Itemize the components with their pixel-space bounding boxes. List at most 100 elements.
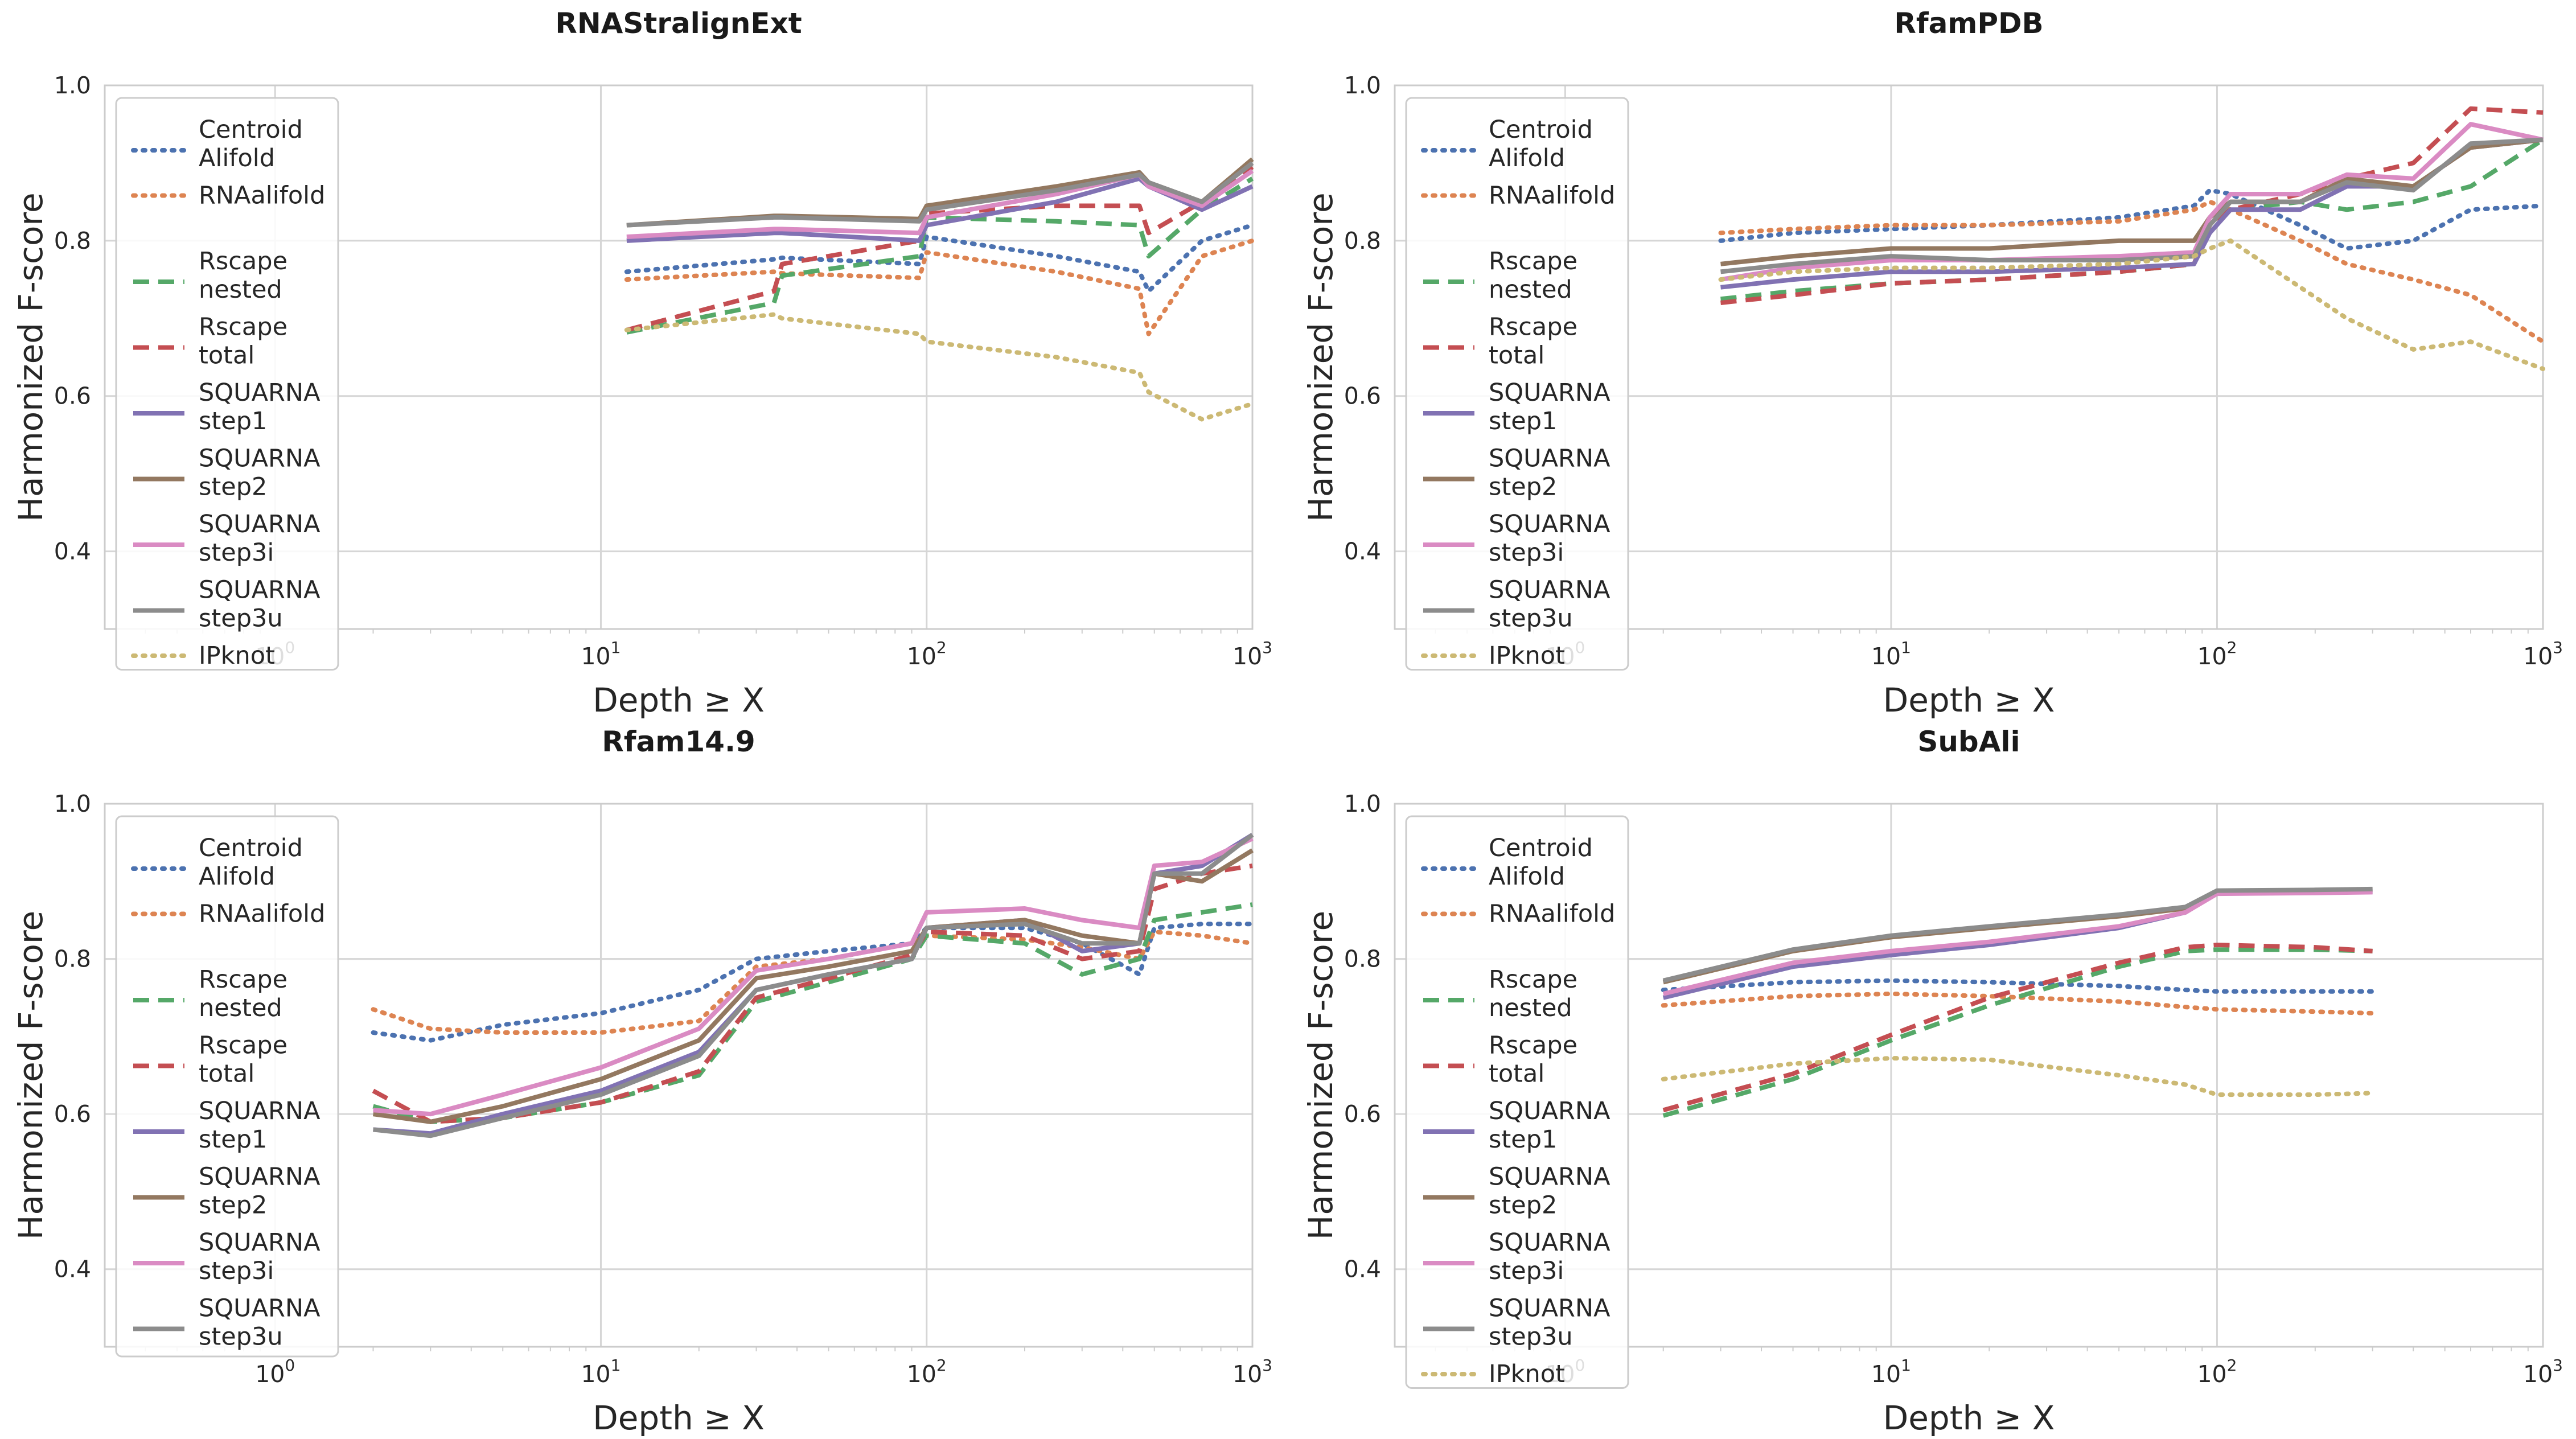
legend-label-squarna-step2: SQUARNA step2 [199, 445, 321, 501]
x-tick-label: 101 [1871, 1356, 1911, 1388]
legend-label-squarna-step3u: SQUARNA step3u [1489, 1294, 1610, 1351]
series-line-squarna-step3i [626, 168, 1254, 239]
series-line-centroid-alifold [1661, 978, 2375, 994]
panel-title: SubAli [1917, 725, 2020, 758]
legend-label-squarna-step3u: SQUARNA step3u [1489, 576, 1610, 633]
legend-label-rscape-total: Rscape total [1489, 1031, 1577, 1088]
series-line-squarna-step3i [1662, 890, 2373, 996]
y-axis-label: Harmonized F-score [1301, 192, 1340, 521]
legend-label-centroid-alifold: Centroid Alifold [199, 116, 303, 172]
x-tick-label: 102 [907, 638, 947, 670]
legend: Centroid Alifold RNAalifold Rscape nested Rsc… [115, 97, 339, 671]
y-tick-label: 1.0 [54, 790, 91, 817]
series-line-rscape-total [626, 165, 1254, 332]
legend-label-rscape-total: Rscape total [1489, 313, 1577, 370]
series-line-ipknot [1718, 238, 2545, 371]
legend-label-rscape-nested: Rscape nested [1489, 247, 1577, 304]
legend-label-squarna-step1: SQUARNA step1 [1489, 379, 1610, 435]
legend-label-rscape-total: Rscape total [199, 1031, 287, 1088]
chart-panel-subali: 0.40.60.81.0100101102103SubAliDepth ≥ XH… [1301, 725, 2563, 1437]
y-tick-label: 1.0 [1344, 72, 1381, 99]
legend-box [115, 97, 339, 671]
y-axis-label: Harmonized F-score [11, 911, 50, 1240]
x-tick-label: 101 [581, 638, 621, 670]
y-tick-label: 1.0 [1344, 790, 1381, 817]
chart-panel-rfam14-9: 0.4 0.6 0.8 1.0 100 101 102 103 Rfam14.9 Depth ≥ … [11, 725, 1272, 1437]
legend-label-rscape-nested: Rscape nested [199, 965, 287, 1022]
y-tick-label: 0.6 [54, 1100, 91, 1128]
x-tick-label: 103 [2523, 1356, 2563, 1388]
legend: Centroid Alifold RNAalifold Rscape nested Rsc… [115, 815, 339, 1358]
x-axis-label: Depth ≥ X [1883, 1399, 2055, 1437]
legend: Centroid Alifold RNAalifold Rscape nested Rsc… [1405, 97, 1629, 671]
y-tick-label: 0.6 [54, 383, 91, 410]
x-axis-label: Depth ≥ X [593, 1399, 765, 1437]
series-line-rnaalifold [1661, 991, 2375, 1015]
series-line-rnaalifold [624, 238, 1255, 336]
legend-label-centroid-alifold: Centroid Alifold [1489, 834, 1593, 891]
y-tick-label: 0.8 [54, 227, 91, 254]
x-tick-label: 101 [581, 1356, 621, 1388]
x-tick-label: 100 [255, 1356, 295, 1388]
legend-label-ipknot: IPknot [199, 642, 275, 670]
legend-label-squarna-step3u: SQUARNA step3u [199, 1294, 321, 1351]
legend-label-rnaalifold: RNAalifold [1489, 900, 1615, 928]
legend-label-squarna-step2: SQUARNA step2 [199, 1163, 321, 1220]
legend-label-squarna-step3i: SQUARNA step3i [1489, 1228, 1610, 1285]
y-tick-label: 0.6 [1344, 383, 1381, 410]
legend-label-rnaalifold: RNAalifold [199, 182, 325, 210]
legend-label-rnaalifold: RNAalifold [199, 900, 325, 928]
axes-frame [104, 803, 1254, 1348]
legend-label-squarna-step2: SQUARNA step2 [1489, 1163, 1610, 1220]
y-tick-label: 0.8 [54, 945, 91, 973]
legend-label-centroid-alifold: Centroid Alifold [199, 834, 303, 891]
legend-label-squarna-step1: SQUARNA step1 [199, 379, 321, 435]
series-line-rnaalifold [371, 929, 1255, 1035]
legend-label-squarna-step2: SQUARNA step2 [1489, 445, 1610, 501]
chart-panel-rfampdb: 0.40.60.81.0100101102103RfamPDBDepth ≥ X… [1301, 7, 2563, 720]
y-axis-label: Harmonized F-score [11, 192, 50, 521]
series-line-ipknot [624, 312, 1255, 422]
legend-label-rscape-nested: Rscape nested [199, 247, 287, 304]
legend-label-squarna-step1: SQUARNA step1 [199, 1097, 321, 1154]
legend: Centroid Alifold RNAalifold Rscape nested Rsc… [1405, 815, 1629, 1389]
series-line-rnaalifold [1718, 199, 2545, 344]
legend-box [1405, 815, 1629, 1389]
x-tick-label: 102 [2197, 1356, 2237, 1388]
legend-label-squarna-step3u: SQUARNA step3u [199, 576, 321, 633]
y-tick-label: 0.8 [1344, 945, 1381, 973]
legend-label-squarna-step1: SQUARNA step1 [1489, 1097, 1610, 1154]
y-tick-label: 0.4 [1344, 538, 1381, 565]
x-tick-label: 103 [1232, 1356, 1272, 1388]
legend-label-centroid-alifold: Centroid Alifold [1489, 116, 1593, 172]
legend-label-rscape-total: Rscape total [199, 313, 287, 370]
series-line-squarna-step3u [373, 833, 1254, 1138]
x-axis-label: Depth ≥ X [1883, 681, 2055, 720]
legend-label-squarna-step3i: SQUARNA step3i [199, 1228, 321, 1285]
x-tick-label: 102 [2197, 638, 2237, 670]
x-axis-label: Depth ≥ X [593, 681, 765, 720]
series-line-centroid-alifold [624, 223, 1255, 294]
legend-label-rnaalifold: RNAalifold [1489, 182, 1615, 210]
series-line-rscape-nested [1662, 947, 2373, 1118]
legend-box [1405, 97, 1629, 671]
series-line-rscape-total [1720, 106, 2544, 305]
y-tick-label: 0.4 [1344, 1256, 1381, 1283]
legend-label-rscape-nested: Rscape nested [1489, 965, 1577, 1022]
series-line-squarna-step3u [1662, 886, 2373, 983]
series-line-centroid-alifold [1718, 188, 2545, 251]
legend-label-ipknot: IPknot [1489, 642, 1565, 670]
y-tick-label: 0.4 [54, 538, 91, 565]
axes-frame [1394, 803, 2544, 1348]
legend-label-squarna-step3i: SQUARNA step3i [1489, 510, 1610, 567]
legend-label-ipknot: IPknot [1489, 1360, 1565, 1388]
panel-title: RfamPDB [1894, 7, 2043, 40]
series-line-squarna-step3u [1720, 137, 2544, 274]
y-tick-label: 1.0 [54, 72, 91, 99]
panel-title: Rfam14.9 [602, 725, 755, 758]
panel-title: RNAStralignExt [555, 7, 802, 40]
series-line-rscape-total [1662, 943, 2373, 1113]
y-tick-label: 0.8 [1344, 227, 1381, 254]
x-tick-label: 103 [1232, 638, 1272, 670]
